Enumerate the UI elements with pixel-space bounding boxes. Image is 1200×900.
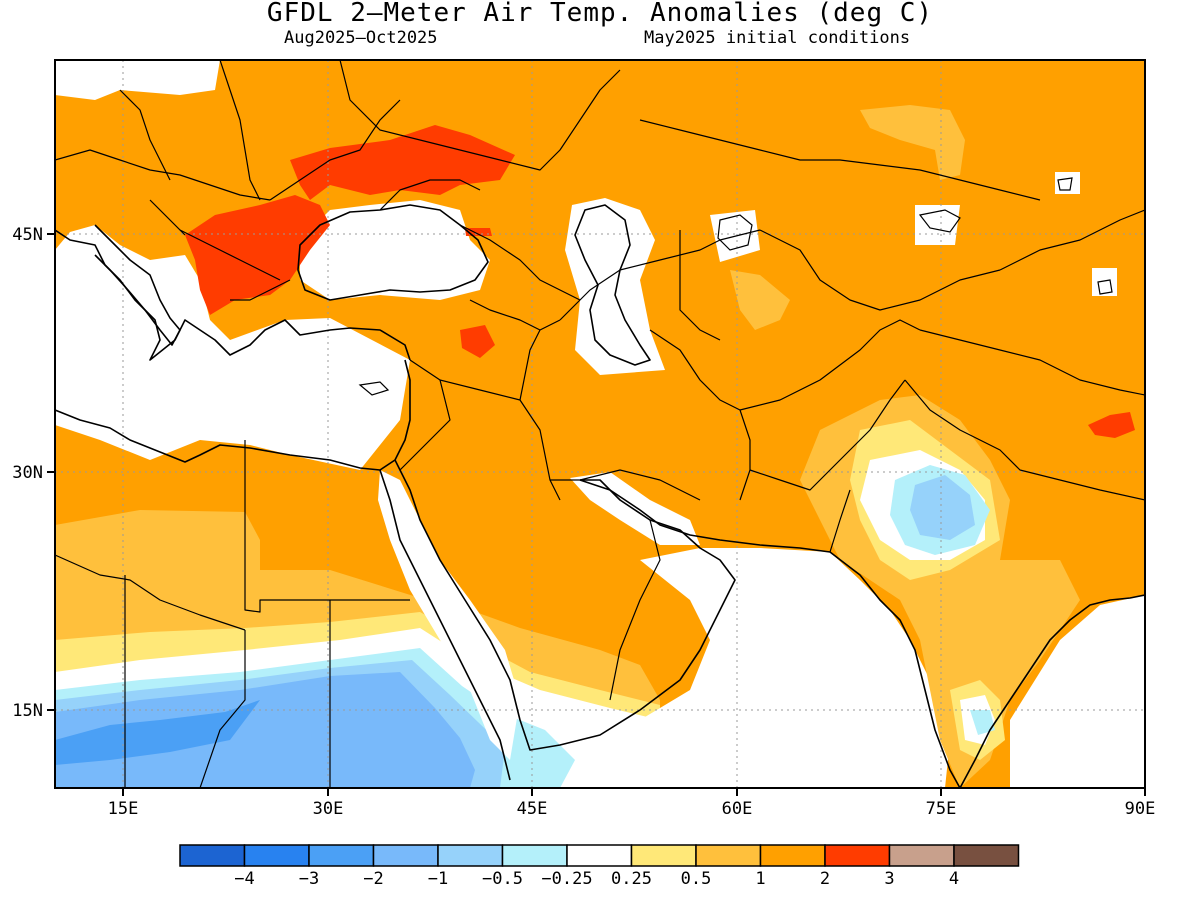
colorbar-label: −2 (363, 869, 383, 889)
anomaly-region-05-1-kazakhstan (860, 105, 965, 180)
colorbar-swatch (566, 844, 633, 867)
red-sea-neutral (378, 470, 520, 760)
lat-tick-15n: 15N (12, 701, 43, 721)
map-title: GFDL 2—Meter Air Temp. Anomalies (deg C) (266, 0, 934, 28)
lon-tick-15e: 15E (108, 799, 139, 819)
baikal-area-neutral (1055, 172, 1080, 194)
lon-tick-30e: 30E (313, 799, 344, 819)
lat-tick-45n: 45N (12, 225, 43, 245)
colorbar-label: 0.5 (681, 869, 712, 889)
lat-labels: 45N 30N 15N (12, 225, 43, 721)
anomaly-region-neg2-3-sahel (55, 700, 260, 765)
anomaly-region-05-1-turkmenistan (730, 270, 790, 330)
mediterranean-neutral (55, 225, 410, 470)
map-frame (54, 59, 1146, 789)
anomaly-region-2-3-tibet (1088, 412, 1135, 438)
bay-of-bengal-neutral (1010, 595, 1145, 788)
inner-asia-neutral (1092, 268, 1117, 296)
north-sea-neutral (55, 60, 220, 100)
colorbar-label: −4 (234, 869, 254, 889)
colorbar-label: 1 (755, 869, 765, 889)
colorbar-label: 3 (884, 869, 894, 889)
colorbar-swatch (824, 844, 891, 867)
colorbar-swatch (759, 844, 826, 867)
anomaly-region-neg1-2-sahel (55, 672, 475, 788)
anomaly-region-neg025-05-south-india (970, 710, 995, 735)
initial-conditions: May2025 initial conditions (644, 28, 911, 48)
country-borders (55, 60, 1145, 788)
black-sea-neutral (300, 200, 490, 300)
anomaly-field (55, 60, 1145, 788)
colorbar-swatch (308, 844, 375, 867)
anomaly-region-2-3-turkey (460, 325, 495, 358)
colorbar-swatch (243, 844, 310, 867)
colorbar-swatch (372, 844, 439, 867)
anomaly-region-2-3-balkans (185, 195, 330, 315)
arabian-sea-neutral (560, 548, 950, 788)
colorbar-label: −0.25 (541, 869, 592, 889)
lon-tick-60e: 60E (722, 799, 753, 819)
axis-ticks (47, 233, 1146, 796)
anomaly-region-neg05-1-india (910, 475, 975, 540)
colorbar-swatch (179, 844, 246, 867)
colorbar-swatch (888, 844, 955, 867)
lakes (358, 177, 1113, 396)
colorbar-label: −0.5 (482, 869, 523, 889)
caspian-neutral (565, 198, 665, 375)
balkhash-neutral (915, 205, 960, 245)
graticule (55, 60, 1145, 788)
colorbar-label: −1 (428, 869, 448, 889)
lon-labels: 15E 30E 45E 60E 75E 90E (108, 799, 1156, 819)
colorbar-label: 0.25 (611, 869, 652, 889)
colorbar-label: 4 (949, 869, 959, 889)
forecast-period: Aug2025—Oct2025 (284, 28, 438, 48)
anomaly-region-2-3-ukraine (290, 125, 515, 200)
colorbar-label: 2 (820, 869, 830, 889)
lon-tick-90e: 90E (1125, 799, 1156, 819)
lon-tick-75e: 75E (926, 799, 957, 819)
lon-tick-45e: 45E (517, 799, 548, 819)
colorbar-swatch (953, 844, 1020, 867)
colorbar: −4 −3 −2 −1 −0.5 −0.25 0.25 0.5 1 2 3 4 (179, 844, 1020, 889)
colorbar-swatch (501, 844, 568, 867)
colorbar-label: −3 (299, 869, 319, 889)
colorbar-swatch (695, 844, 762, 867)
colorbar-swatch (630, 844, 697, 867)
lat-tick-30n: 30N (12, 463, 43, 483)
colorbar-swatch (437, 844, 504, 867)
